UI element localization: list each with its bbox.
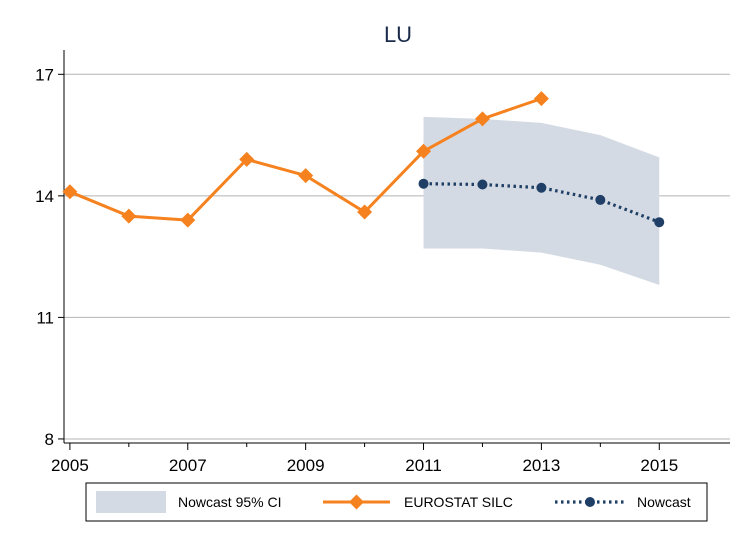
x-tick-label: 2013 bbox=[522, 456, 560, 475]
data-point-eurostat-silc bbox=[533, 91, 549, 107]
legend-label-ci: Nowcast 95% CI bbox=[178, 494, 281, 510]
legend-label-silc: EUROSTAT SILC bbox=[404, 494, 513, 510]
data-point-eurostat-silc bbox=[62, 184, 78, 200]
x-tick-label: 2005 bbox=[51, 456, 89, 475]
ci-band-layer bbox=[423, 116, 660, 285]
x-tick-label: 2007 bbox=[169, 456, 207, 475]
data-point-eurostat-silc bbox=[180, 212, 196, 228]
data-point-eurostat-silc bbox=[239, 151, 255, 167]
data-point-eurostat-silc bbox=[298, 168, 314, 184]
legend-label-nowcast: Nowcast bbox=[637, 494, 691, 510]
series-line-nowcast bbox=[423, 182, 660, 224]
data-point-nowcast bbox=[418, 178, 429, 189]
axes: 8 11 14 17 2005 2007 2009 2011 2013 2015 bbox=[35, 50, 730, 475]
y-tick-label: 8 bbox=[45, 430, 54, 449]
legend-swatch-silc-marker bbox=[349, 494, 364, 510]
data-point-nowcast bbox=[595, 194, 606, 205]
series-layer bbox=[62, 91, 665, 228]
grid bbox=[64, 73, 730, 440]
legend-swatch-nowcast-marker bbox=[585, 497, 595, 507]
legend-swatch-ci bbox=[96, 491, 166, 513]
x-tick-label: 2011 bbox=[405, 456, 442, 475]
x-tick-label: 2015 bbox=[640, 456, 678, 475]
data-point-nowcast bbox=[536, 182, 547, 193]
data-point-eurostat-silc bbox=[357, 204, 373, 220]
legend: Nowcast 95% CI EUROSTAT SILC Nowcast bbox=[85, 482, 708, 522]
data-point-eurostat-silc bbox=[121, 208, 137, 224]
data-point-eurostat-silc bbox=[474, 111, 490, 127]
y-tick-label: 17 bbox=[35, 65, 54, 84]
y-tick-label: 11 bbox=[36, 308, 54, 327]
chart-title: LU bbox=[384, 22, 412, 47]
data-point-nowcast bbox=[477, 179, 488, 190]
data-point-nowcast bbox=[654, 217, 665, 228]
y-tick-label: 14 bbox=[35, 187, 54, 206]
x-tick-label: 2009 bbox=[287, 456, 325, 475]
data-point-eurostat-silc bbox=[416, 143, 432, 159]
ci-band bbox=[423, 116, 660, 285]
